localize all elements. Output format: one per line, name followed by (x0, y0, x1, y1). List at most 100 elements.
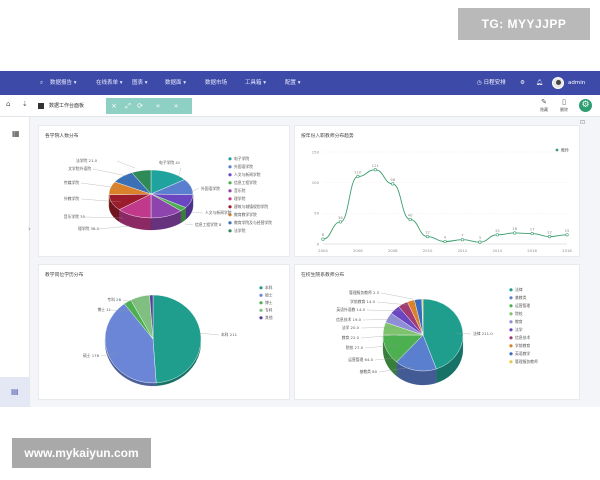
data-point-8 (460, 238, 465, 242)
data-label-6: 院校 27.0 (346, 345, 364, 350)
user-avatar[interactable] (552, 77, 564, 89)
hiring-line-chart: 150 100 50 0 2004 2006 2008 2010 2012 2014 2016 201… (312, 147, 573, 253)
pin-icon[interactable]: ⇣ (22, 100, 28, 108)
notification-bell-icon[interactable]: 🔔︎ (536, 80, 543, 86)
legend-label-8: 教育学院及与经营学院 (234, 220, 272, 225)
nav-item-datapanel[interactable]: 数据面 ▾ (165, 80, 187, 86)
nav-search-icon[interactable]: ⌕ (40, 80, 44, 86)
label-leader-1 (190, 187, 200, 193)
legend-label-0: 本科 (265, 285, 273, 290)
refresh-icon[interactable]: ⟳ (137, 102, 143, 110)
legend-label-2: 人文与新闻学院 (234, 172, 261, 177)
schedule-label: 日程安排 (483, 80, 506, 86)
nav-item-datamarket[interactable]: 数据市场 (205, 80, 228, 86)
legend-label-8: 英语教学 (515, 351, 530, 356)
data-point-6 (425, 235, 430, 239)
panel-title: 各学院人数分布 (45, 134, 79, 139)
data-label-5: 教育 22.0 (342, 335, 360, 340)
settings-gear-icon[interactable]: ⚙ (520, 80, 525, 86)
home-icon[interactable]: ⌂ (6, 100, 11, 108)
nav-item-reports[interactable]: 数据报告 ▾ (50, 80, 77, 86)
x-tick-7: 2018 (562, 248, 572, 253)
sidebar-chevron-icon[interactable]: › (28, 225, 31, 233)
data-label-0: 本科 211 (221, 332, 238, 337)
point-label-10: 15 (495, 228, 500, 233)
data-point-2 (356, 174, 360, 179)
nav-item-charts[interactable]: 图表 ▾ (132, 80, 148, 86)
legend-label-5: 理学院 (234, 196, 246, 201)
label-leader-6 (364, 344, 400, 349)
legend-swatch-5 (509, 328, 513, 332)
x-tick-1: 2006 (353, 248, 363, 253)
nav-item-config[interactable]: 配置 ▾ (285, 80, 301, 86)
legend-label-2: 博士 (265, 300, 273, 305)
label-leader-9 (454, 332, 472, 335)
forward-icon[interactable]: » (173, 102, 179, 110)
tab-dashboard[interactable]: 数据工作台面板 (36, 98, 102, 115)
label-leader-5 (80, 198, 122, 203)
legend-label-7: 教育教学学院 (234, 212, 257, 217)
point-label-11: 18 (512, 226, 517, 231)
point-label-4: 98 (390, 177, 395, 182)
panel-education-distribution: 教学岗位学历分布 本科 硕士 博士 专科 其他 本科 211 硕士 176 博士 11 专科 2… (38, 264, 290, 400)
x-tick-3: 2010 (423, 248, 433, 253)
legend-swatch-2 (228, 173, 232, 177)
label-leader-2 (110, 309, 134, 312)
x-tick-2: 2008 (388, 248, 398, 253)
legend-swatch-9 (509, 360, 513, 364)
point-label-9: 3 (479, 235, 482, 240)
panel-title: 在校生院系教师分布 (301, 273, 345, 278)
clock-icon: ◷ (477, 80, 482, 86)
sidebar-bottom-panel[interactable]: ▤ (0, 377, 30, 407)
user-name[interactable]: admin (568, 80, 586, 86)
label-leader-7 (98, 225, 130, 230)
data-point-9 (478, 240, 482, 244)
nav-item-forms[interactable]: 在线表单 ▾ (96, 80, 123, 86)
tab-bar: ⌂ ⇣ 数据工作台面板 × ⤢ ⟳ « » ✎ 隐藏 ▯ 删除 ⚙ (0, 95, 600, 117)
point-label-14: 15 (565, 228, 570, 233)
legend-label-1: 外国语学院 (234, 164, 253, 169)
hide-label: 隐藏 (540, 107, 548, 112)
nav-item-toolbox[interactable]: 工具箱 ▾ (245, 80, 267, 86)
label-leader-7 (374, 356, 406, 361)
data-label-8: 人文与新闻学院 (205, 210, 232, 215)
data-point-12 (530, 231, 534, 236)
legend-swatch-4 (509, 320, 513, 324)
settings-round-icon[interactable]: ⚙ (579, 99, 592, 112)
delete-button[interactable]: ▯ 删除 (556, 97, 572, 115)
fullscreen-icon[interactable]: ⤢ (125, 102, 131, 110)
legend-label-4: 其他 (265, 315, 273, 320)
legend-label-7: 学前教育 (515, 343, 530, 348)
grid-icon[interactable]: ▦ (12, 129, 20, 138)
legend-swatch-3 (259, 308, 263, 312)
point-label-5: 40 (408, 212, 413, 217)
back-icon[interactable]: « (155, 102, 161, 110)
x-tick-5: 2014 (492, 248, 502, 253)
panel-title: 教学岗位学历分布 (45, 273, 84, 278)
left-sidebar: ▦ › ▤ (0, 117, 31, 407)
data-label-2: 博士 11 (97, 307, 111, 312)
schedule-link[interactable]: ◷ 日程安排 (477, 71, 506, 95)
y-tick-3: 0 (317, 241, 320, 246)
data-label-5: 外教学院 (64, 196, 79, 201)
delete-icon: ▯ (562, 98, 566, 106)
college-pie-chart: 电子学院外国语学院人文与新闻学院信息工程学院音乐院理学院建筑与城镇规划学院教育教… (64, 156, 272, 233)
folder-icon: ▤ (11, 387, 19, 396)
legend-label-3: 专科 (265, 308, 273, 313)
legend-swatch-4 (259, 316, 263, 320)
close-icon[interactable]: × (111, 102, 117, 110)
label-leader-4 (360, 326, 398, 329)
panel-resize-icon[interactable]: ⊡ (580, 119, 586, 126)
legend-label-1: 硕士 (265, 293, 273, 298)
pie-slice-1 (104, 303, 157, 384)
point-label-7: 4 (444, 235, 447, 240)
label-leader-3 (92, 168, 128, 177)
data-label-0: 管理服务教师 2.3 (349, 290, 380, 295)
legend-swatch-8 (228, 221, 232, 225)
panel-title: 按年份入职教师分布趋势 (301, 134, 354, 139)
hide-button[interactable]: ✎ 隐藏 (536, 97, 552, 115)
legend-swatch-0 (509, 288, 513, 292)
y-tick-0: 150 (312, 149, 320, 154)
data-label-4: 传媒学院 (64, 180, 79, 185)
